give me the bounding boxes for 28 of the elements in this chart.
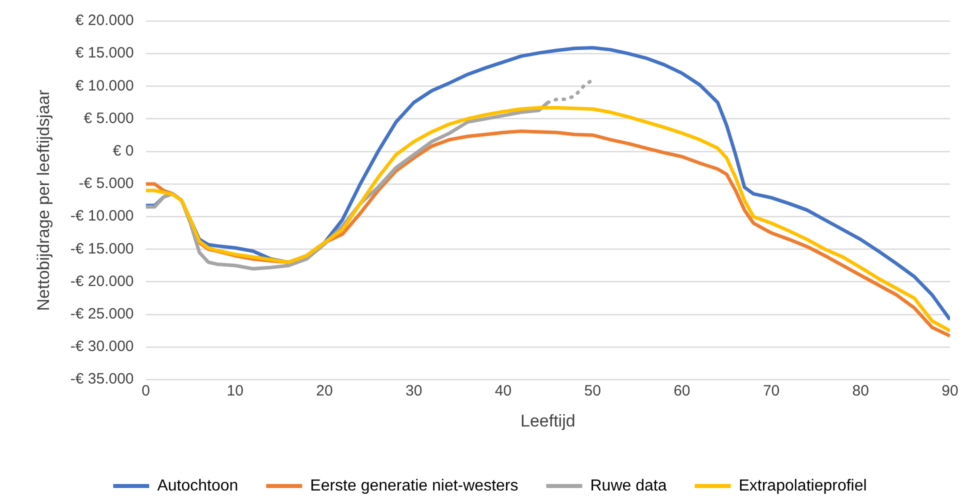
legend-label: Extrapolatieprofiel: [738, 477, 867, 494]
x-tick-label: 90: [942, 382, 958, 400]
y-tick-label: -€ 35.000: [70, 370, 134, 388]
x-axis-title: Leeftijd: [520, 411, 576, 430]
y-tick-label: € 5.000: [84, 110, 134, 127]
legend-label: Ruwe data: [590, 477, 667, 494]
y-tick-label: -€ 5.000: [78, 175, 134, 192]
y-tick-label: € 0: [112, 142, 134, 160]
x-tick-label: 70: [762, 382, 780, 400]
y-tick-label: € 10.000: [75, 77, 134, 94]
y-tick-label: -€ 15.000: [70, 240, 134, 258]
y-tick-label: -€ 20.000: [70, 272, 134, 290]
x-tick-label: 0: [142, 382, 150, 400]
x-tick-label: 20: [316, 382, 333, 400]
y-tick-label: € 15.000: [75, 44, 134, 62]
x-tick-label: 80: [852, 382, 869, 400]
x-tick-label: 60: [674, 382, 690, 400]
y-tick-label: -€ 30.000: [70, 338, 134, 356]
x-tick-label: 40: [494, 382, 512, 400]
x-tick-label: 50: [584, 382, 601, 400]
legend-label: Autochtoon: [157, 477, 238, 494]
y-tick-label: -€ 25.000: [70, 306, 134, 323]
y-tick-label: € 20.000: [75, 12, 134, 30]
x-tick-label: 30: [406, 382, 422, 400]
y-tick-label: -€ 10.000: [70, 208, 134, 225]
y-axis-title: Nettobijdrage per leeftijdsjaar: [34, 89, 53, 311]
legend-label: Eerste generatie niet-westers: [310, 477, 518, 494]
x-tick-label: 10: [226, 382, 244, 400]
